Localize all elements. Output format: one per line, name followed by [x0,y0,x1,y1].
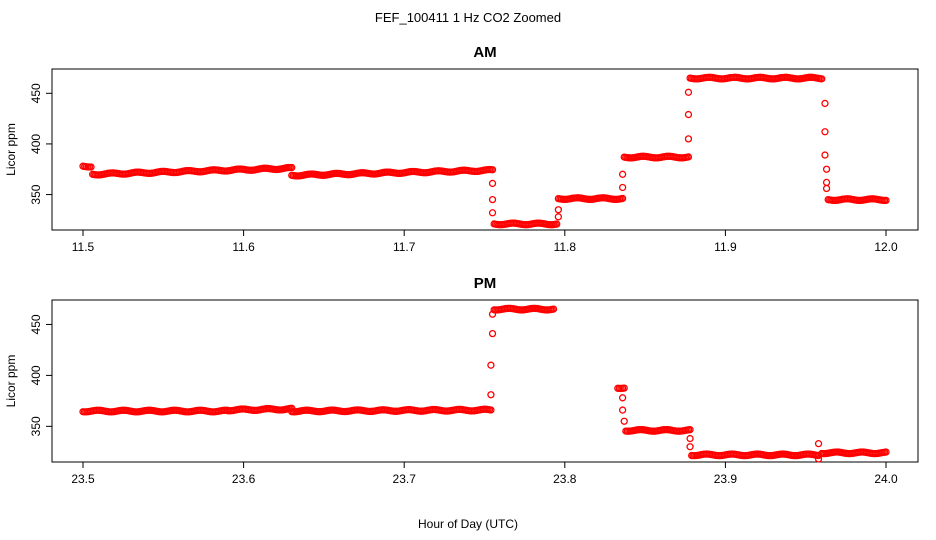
panel-am: AM 11.5 11.6 11.7 11.8 11.9 12.0 350 400 450 Licor… [4,44,919,254]
y-tick-label: 400 [29,365,43,385]
y-axis-label: Licor ppm [4,123,18,176]
data-point [553,220,561,228]
data-point [618,170,627,178]
x-tick-label: 11.7 [393,240,416,254]
panel-pm: PM 23.5 23.6 23.7 23.8 23.9 24.0 350 400 450 Licor… [4,275,919,486]
data-point [684,135,693,143]
data-point [620,417,628,425]
x-tick-label: 11.8 [554,240,577,254]
data-point [822,184,831,193]
data-point [487,406,495,414]
data-point [821,128,829,136]
y-tick-label: 400 [29,134,43,154]
x-tick-label: 23.5 [71,472,95,486]
data-point [882,196,890,205]
data-point [821,151,829,159]
panel-title: AM [473,44,496,61]
data-point [549,305,558,313]
x-tick-label: 24.0 [874,472,898,486]
data-point [822,165,831,173]
data-point [618,194,627,203]
x-tick-label: 11.9 [714,240,737,254]
data-point [487,391,495,399]
data-point [620,384,628,392]
data-point [618,183,627,192]
y-axis-label: Licor ppm [4,355,18,408]
x-tick-label: 23.7 [393,472,417,486]
data-point [814,440,823,448]
y-tick-label: 450 [29,314,43,334]
data-point [686,434,694,443]
data-point [618,406,627,414]
data-point [488,209,497,217]
data-point [288,163,296,172]
x-tick-label: 12.0 [874,240,898,254]
panel-title: PM [474,275,497,292]
data-point [487,361,495,369]
data-points [79,304,890,463]
x-tick-label: 11.6 [232,240,255,254]
data-point [488,195,497,204]
data-point [488,166,497,174]
data-point [686,426,694,434]
data-points [79,73,890,229]
data-point [684,110,693,119]
data-point [684,88,693,96]
data-point [554,213,563,221]
data-point [822,178,831,187]
x-tick-label: 23.9 [714,472,738,486]
y-tick-label: 450 [29,83,43,103]
y-tick-label: 350 [29,416,43,436]
y-tick-label: 350 [29,184,43,204]
data-point [686,443,694,451]
x-tick-label: 23.8 [553,472,577,486]
plot-frame [51,68,919,231]
data-point [821,99,829,108]
data-point [488,179,497,188]
data-point [684,153,693,161]
data-point [814,455,823,463]
x-tick-label: 23.6 [232,472,256,486]
data-point [488,310,497,318]
figure-title: FEF_100411 1 Hz CO2 Zoomed [375,10,561,25]
x-axis-label: Hour of Day (UTC) [418,517,518,531]
data-point [87,163,95,171]
data-point [882,448,890,456]
data-point [488,329,497,338]
plot-frame [51,299,919,463]
x-tick-label: 11.5 [72,240,95,254]
data-point [554,206,563,214]
data-point [618,394,627,402]
data-point [818,75,826,83]
